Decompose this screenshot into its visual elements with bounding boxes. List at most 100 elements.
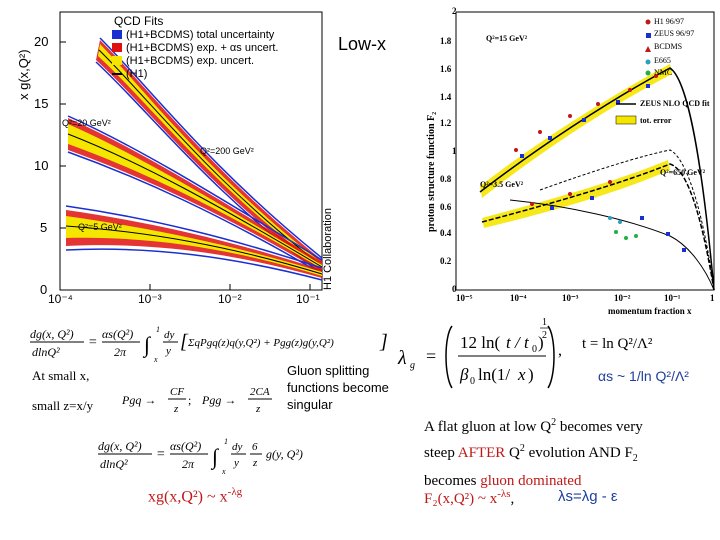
small-z-text: small z=x/y xyxy=(32,398,94,413)
flat-gluon-line-2: steep AFTER Q2 evolution AND F2 xyxy=(424,443,638,464)
f2-ytick: 0.6 xyxy=(440,202,452,212)
f2-xtick-1e-2: 10⁻² xyxy=(614,293,631,303)
f2-ylabel: proton structure function F₂ xyxy=(426,111,437,232)
dglap-small-x-equation: dg(x, Q²) dlnQ² = αs(Q²) 2π ∫ 1 x dy y 6… xyxy=(96,434,336,478)
svg-text:x: x xyxy=(153,355,158,364)
f2-legend-zeus: ZEUS 96/97 xyxy=(654,29,695,38)
legend-swatch-h1 xyxy=(112,72,122,75)
svg-text:t / t: t / t xyxy=(506,333,530,352)
svg-text:g(y, Q²): g(y, Q²) xyxy=(266,447,303,461)
svg-text:0: 0 xyxy=(532,344,537,355)
at-small-x-text: At small x, xyxy=(32,368,90,383)
svg-text:2: 2 xyxy=(542,330,547,341)
dglap-gluon-svg: dg(x, Q²) dlnQ² = αs(Q²) 2π ∫ 1 x dy y [… xyxy=(30,325,388,364)
svg-text:CF: CF xyxy=(170,386,184,398)
legend-alphas-label: (H1+BCDMS) exp. + αs uncert. xyxy=(126,41,279,54)
gluon-ytick-15: 15 xyxy=(34,96,49,111)
svg-text:Pgg →: Pgg → xyxy=(201,393,236,407)
legend-swatch-total xyxy=(112,30,122,39)
gluon-ytick-20: 20 xyxy=(34,34,49,49)
f2-xtick-1e-3: 10⁻³ xyxy=(562,293,579,303)
f2-ytick: 0.4 xyxy=(440,228,452,238)
f2-legend-h1: H1 96/97 xyxy=(654,17,684,26)
svg-text:dg(x, Q²): dg(x, Q²) xyxy=(98,439,142,453)
f2-curve-label-q15: Q²=15 GeV² xyxy=(486,34,528,43)
splitting-functions: Pgq → CF z ; Pgg → 2CA z xyxy=(121,382,302,418)
svg-text:y: y xyxy=(233,457,239,469)
flat-gluon-line-1: A flat gluon at low Q2 becomes very xyxy=(424,417,643,435)
gluon-ytick-10: 10 xyxy=(34,158,49,173)
gluon-xtick-1e-3: 10⁻³ xyxy=(138,292,162,306)
f2-ytick: 2 xyxy=(452,6,457,16)
svg-text:dlnQ²: dlnQ² xyxy=(100,457,128,471)
svg-text:β: β xyxy=(459,365,469,384)
f2-plot xyxy=(420,0,720,310)
gluon-xtick-1e-2: 10⁻² xyxy=(218,292,242,306)
gluon-ytick-0: 0 xyxy=(40,282,48,297)
alpha-s-scaling: αs ~ 1/ln Q²/Λ² xyxy=(598,368,689,384)
svg-text:[: [ xyxy=(180,331,189,353)
h1-collaboration-label: H1 Collaboration xyxy=(322,208,334,290)
svg-text:∫: ∫ xyxy=(210,444,220,470)
f2-legend-e665: E665 xyxy=(654,56,671,65)
f2-curve-label-q650: Q²=650 GeV² xyxy=(660,168,706,177)
dglap-small-x-svg: dg(x, Q²) dlnQ² = αs(Q²) 2π ∫ 1 x dy y 6… xyxy=(98,437,303,476)
after-emphasis: AFTER xyxy=(457,445,506,461)
svg-text:z: z xyxy=(252,457,258,469)
svg-text:]: ] xyxy=(379,331,388,353)
gluon-curve-label-q200: Q²=200 GeV² xyxy=(200,146,254,156)
gluon-curve-label-q20: Q²=20 GeV² xyxy=(62,118,111,128)
svg-text:g: g xyxy=(410,360,415,371)
gluon-dominated-emphasis: gluon dominated xyxy=(480,473,582,489)
svg-text:2CA: 2CA xyxy=(250,386,270,398)
svg-text:y: y xyxy=(165,345,171,357)
svg-text:dy: dy xyxy=(164,329,175,341)
svg-text:=: = xyxy=(88,335,97,350)
gluon-legend: (H1+BCDMS) total uncertainty (H1+BCDMS) … xyxy=(112,28,322,80)
f2-xtick-1e-5: 10⁻⁵ xyxy=(456,293,473,303)
lambda-g-svg: λ g = 12 ln( t / t 0 ) β 0 ln(1/ x ) 1 2 xyxy=(397,317,555,389)
svg-text:1: 1 xyxy=(224,437,228,446)
f2-ytick: 1.6 xyxy=(440,64,452,74)
svg-text:): ) xyxy=(538,333,544,352)
svg-text:ln(1/: ln(1/ xyxy=(478,365,510,384)
svg-text:x: x xyxy=(221,467,226,476)
svg-text:ΣqPgq(z)q(y,Q²) + Pgg(z)g(y,Q²: ΣqPgq(z)q(y,Q²) + Pgg(z)g(y,Q²) xyxy=(187,337,334,349)
gluon-xtick-1e-4: 10⁻⁴ xyxy=(48,292,73,306)
svg-text:): ) xyxy=(528,365,534,384)
f2-ytick: 0.8 xyxy=(440,174,452,184)
f2-xtick-1e-4: 10⁻⁴ xyxy=(510,293,527,303)
f2-ytick: 1.4 xyxy=(440,92,452,102)
svg-text:z: z xyxy=(173,403,179,415)
svg-text:2π: 2π xyxy=(114,345,127,359)
f2-fit-label: ZEUS NLO QCD fit xyxy=(640,99,710,108)
svg-text:λ: λ xyxy=(397,347,407,369)
legend-exp-label: (H1+BCDMS) exp. uncert. xyxy=(126,54,255,67)
gluon-density-svg xyxy=(59,11,323,291)
lambda-comma: , xyxy=(558,342,562,359)
gluon-curve-label-q5: Q²=5 GeV² xyxy=(78,222,122,232)
gluon-legend-title: QCD Fits xyxy=(114,14,164,28)
legend-swatch-exp xyxy=(112,56,122,65)
f2-ytick: 1.2 xyxy=(440,118,452,128)
svg-text:1: 1 xyxy=(542,317,547,328)
svg-text:dg(x, Q²): dg(x, Q²) xyxy=(30,327,74,341)
svg-text:2π: 2π xyxy=(182,457,195,471)
svg-text:z: z xyxy=(255,403,261,415)
svg-text:6: 6 xyxy=(252,441,258,453)
f2-ytick: 1 xyxy=(452,146,457,156)
svg-text:αs(Q²): αs(Q²) xyxy=(170,439,201,453)
svg-text:dlnQ²: dlnQ² xyxy=(32,345,60,359)
f2-xtick-1e-1: 10⁻¹ xyxy=(664,293,681,303)
svg-text:=: = xyxy=(426,346,436,366)
splitting-svg: Pgq → CF z ; Pgg → 2CA z xyxy=(121,386,272,415)
f2-svg xyxy=(455,11,715,291)
svg-text:αs(Q²): αs(Q²) xyxy=(102,327,133,341)
svg-text:12 ln(: 12 ln( xyxy=(460,333,500,352)
xg-power-law: xg(x,Q²) ~ x-λg xyxy=(148,486,243,506)
f2-error-label: tot. error xyxy=(640,116,672,125)
svg-text:=: = xyxy=(156,447,165,462)
lambda-g-equation: λ g = 12 ln( t / t 0 ) β 0 ln(1/ x ) 1 2 xyxy=(396,316,568,396)
gluon-splitting-text: Gluon splitting functions become singula… xyxy=(287,363,389,412)
legend-h1-label: (H1) xyxy=(126,67,148,80)
